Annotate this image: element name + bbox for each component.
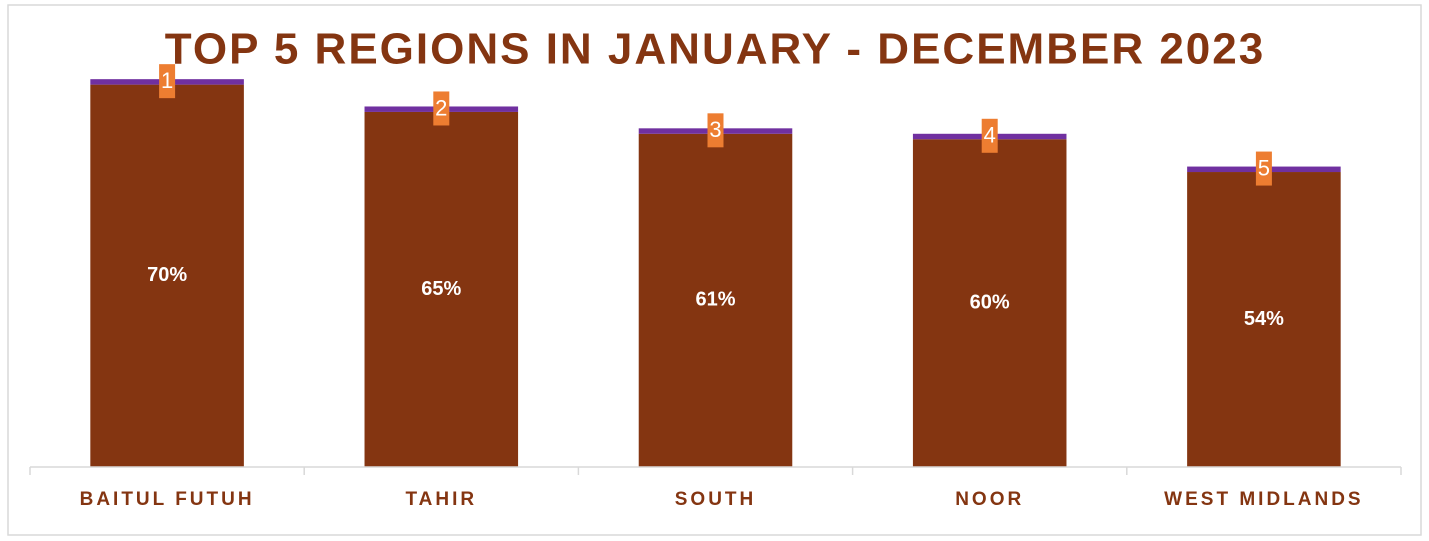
x-tick-label: SOUTH xyxy=(675,489,757,510)
rank-badge xyxy=(433,91,450,126)
rank-badge xyxy=(1255,151,1272,186)
rank-badge xyxy=(159,64,176,99)
chart-title: TOP 5 REGIONS IN JANUARY - DECEMBER 2023 xyxy=(165,25,1265,74)
x-tick-label: TAHIR xyxy=(405,489,477,510)
rank-label: 3 xyxy=(709,117,721,142)
rank-label: 5 xyxy=(1258,155,1270,180)
value-label: 54% xyxy=(1244,308,1284,330)
rank-badge xyxy=(707,113,724,148)
bar-segment xyxy=(912,139,1067,467)
rank-label: 4 xyxy=(984,123,996,148)
x-tick-label: NOOR xyxy=(955,489,1024,510)
bar-segment xyxy=(364,111,519,467)
bar-segment xyxy=(638,133,793,467)
value-label: 70% xyxy=(147,264,187,286)
x-tick-label: BAITUL FUTUH xyxy=(80,489,255,510)
value-label: 60% xyxy=(970,291,1010,313)
rank-label: 2 xyxy=(435,95,447,120)
rank-label: 1 xyxy=(161,68,173,93)
bar-segment xyxy=(1187,172,1341,467)
value-label: 61% xyxy=(695,289,735,311)
x-tick-label: WEST MIDLANDS xyxy=(1164,489,1363,510)
rank-badge xyxy=(981,118,998,153)
bar-segment xyxy=(90,84,244,467)
value-label: 65% xyxy=(421,278,461,300)
